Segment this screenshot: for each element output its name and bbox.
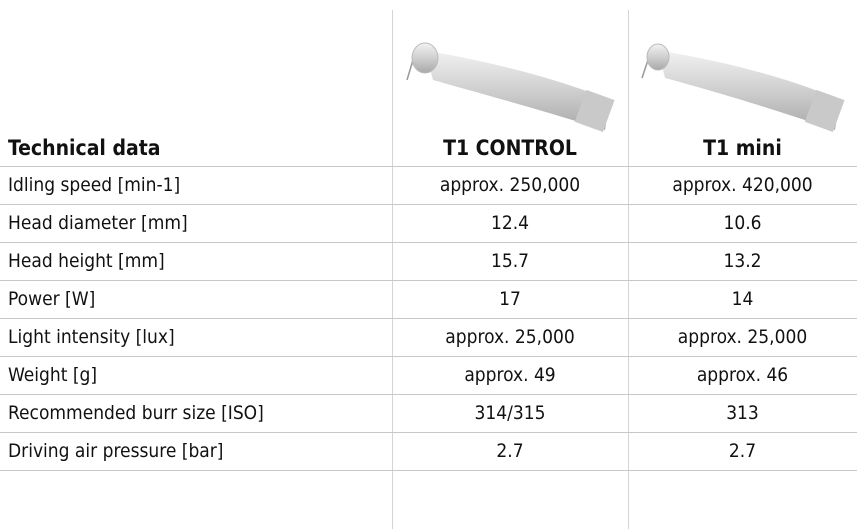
header-cell: T1 CONTROL xyxy=(392,130,628,166)
table-cell: 12.4 xyxy=(392,204,628,242)
table-cell: approx. 49 xyxy=(392,356,628,394)
table-cell: 13.2 xyxy=(628,242,857,280)
table-cell: approx. 25,000 xyxy=(392,318,628,356)
table-cell: approx. 250,000 xyxy=(392,166,628,204)
table-cell: Driving air pressure [bar] xyxy=(8,432,388,470)
product-image xyxy=(405,30,620,140)
table-cell: 10.6 xyxy=(628,204,857,242)
product-image xyxy=(640,30,850,140)
row-divider xyxy=(0,470,857,471)
table-cell: 14 xyxy=(628,280,857,318)
table-cell: approx. 46 xyxy=(628,356,857,394)
table-cell: Head diameter [mm] xyxy=(8,204,388,242)
header-cell: Technical data xyxy=(8,130,388,166)
table-cell: 313 xyxy=(628,394,857,432)
table-cell: Power [W] xyxy=(8,280,388,318)
table-cell: Recommended burr size [ISO] xyxy=(8,394,388,432)
table-cell: 2.7 xyxy=(628,432,857,470)
page: Technical dataT1 CONTROLT1 mini Idling sp… xyxy=(0,0,857,529)
table-cell: Idling speed [min-1] xyxy=(8,166,388,204)
table-cell: Weight [g] xyxy=(8,356,388,394)
table-cell: Light intensity [lux] xyxy=(8,318,388,356)
table-cell: approx. 420,000 xyxy=(628,166,857,204)
header-cell: T1 mini xyxy=(628,130,857,166)
table-cell: 15.7 xyxy=(392,242,628,280)
table-cell: approx. 25,000 xyxy=(628,318,857,356)
table-cell: 17 xyxy=(392,280,628,318)
table-cell: 2.7 xyxy=(392,432,628,470)
table-cell: 314/315 xyxy=(392,394,628,432)
table-cell: Head height [mm] xyxy=(8,242,388,280)
